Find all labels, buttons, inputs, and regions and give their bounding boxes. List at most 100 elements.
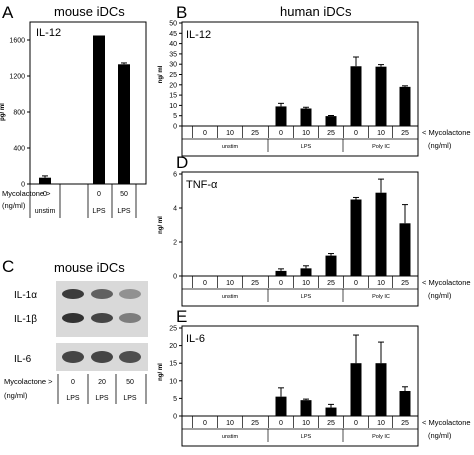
blot-row-label: IL-6 <box>14 354 32 365</box>
bar <box>325 255 337 276</box>
mycolactone-label: < Mycolactone <box>422 128 471 137</box>
y-tick-label: 15 <box>169 361 177 368</box>
blot-band <box>62 289 84 299</box>
group-label: LPS <box>117 208 131 215</box>
panel-b-chart: IL-12 0 5 10 15 20 25 30 35 40 45 50 ng/ ml 0 10 25 0 10… <box>158 21 471 157</box>
dose-label: 0 <box>71 379 75 386</box>
dose-label: 10 <box>226 280 234 287</box>
y-axis-label: ng/ ml <box>158 216 164 234</box>
group-label: unstim <box>222 434 239 440</box>
dose-label: 25 <box>251 420 259 427</box>
blot-band <box>119 313 141 323</box>
bar <box>249 415 261 417</box>
y-tick-label: 5 <box>173 113 177 120</box>
y-tick-label: 20 <box>169 82 177 89</box>
bar <box>224 275 236 277</box>
dose-label: 10 <box>302 420 310 427</box>
dose-label: 0 <box>354 130 358 137</box>
unit-label: (ng/ml) <box>428 141 452 150</box>
bar <box>375 192 387 276</box>
group-label: LPS <box>95 395 109 402</box>
y-tick-label: 400 <box>13 146 25 153</box>
dose-label: 25 <box>327 280 335 287</box>
dose-label: 0 <box>279 130 283 137</box>
group-label: unstim <box>35 208 56 215</box>
group-label: Poly IC <box>372 294 390 300</box>
y-tick-label: 50 <box>169 21 177 28</box>
y-tick-label: 25 <box>169 326 177 333</box>
y-tick-label: 20 <box>169 343 177 350</box>
y-tick-label: 25 <box>169 72 177 79</box>
dose-label: 25 <box>401 420 409 427</box>
bar <box>399 391 411 416</box>
blot-band <box>119 351 141 363</box>
y-tick-label: 2 <box>173 240 177 247</box>
bar <box>275 270 287 276</box>
y-tick-label: 800 <box>13 110 25 117</box>
dose-label: 0 <box>354 420 358 427</box>
panel-letter-d: D <box>176 153 188 172</box>
dose-label: 0 <box>203 130 207 137</box>
blot-band <box>91 289 113 299</box>
panel-c-blot: IL-1α IL-1β IL-6 Mycolactone > (ng/ml) 0… <box>4 281 148 404</box>
dose-label: 25 <box>327 420 335 427</box>
panel-c-heading: mouse iDCs <box>54 260 125 275</box>
panel-e-chart: IL-6 0 5 10 15 20 25 ng/ ml 0 10 25 0 10 25 0 10 25 unst… <box>158 325 471 447</box>
panel-letter-e: E <box>176 307 187 326</box>
y-tick-label: 1600 <box>9 38 25 45</box>
bar <box>275 106 287 126</box>
group-label: LPS <box>123 395 137 402</box>
y-tick-label: 10 <box>169 103 177 110</box>
group-label: unstim <box>222 144 239 150</box>
bar <box>199 275 211 277</box>
blot-unit-label: (ng/ml) <box>4 391 28 400</box>
bar <box>300 400 312 416</box>
panel-b-title: IL-12 <box>186 29 211 41</box>
unit-label: (ng/ml) <box>428 431 452 440</box>
dose-label: 20 <box>98 379 106 386</box>
mycolactone-label: Mycolactone > <box>2 189 51 198</box>
bar <box>249 275 261 277</box>
blot-band <box>119 289 141 299</box>
dose-label: 25 <box>401 130 409 137</box>
dose-label: 0 <box>97 191 101 198</box>
dose-label: 25 <box>327 130 335 137</box>
dose-label: 25 <box>401 280 409 287</box>
y-tick-label: 1200 <box>9 74 25 81</box>
bar <box>300 268 312 276</box>
bar <box>399 86 411 126</box>
dose-label: 10 <box>226 420 234 427</box>
y-tick-label: 5 <box>173 396 177 403</box>
dose-label: 10 <box>302 280 310 287</box>
panel-d-title: TNF-α <box>186 179 218 191</box>
y-tick-label: 0 <box>173 274 177 281</box>
y-axis-label: pg/ ml <box>0 103 6 121</box>
dose-label: 25 <box>251 280 259 287</box>
group-label: LPS <box>92 208 106 215</box>
panel-d-chart: TNF-α 0 2 4 6 ng/ ml 0 10 25 0 10 25 0 10 25 unstim LPS… <box>158 171 471 307</box>
bar <box>325 116 337 126</box>
group-label: Poly IC <box>372 434 390 440</box>
dose-label: 10 <box>377 420 385 427</box>
bar <box>375 66 387 126</box>
group-label: LPS <box>66 395 80 402</box>
dose-label: 0 <box>279 420 283 427</box>
bar <box>325 407 337 416</box>
blot-mycolactone-label: Mycolactone > <box>4 377 53 386</box>
bar <box>39 177 51 184</box>
group-label: Poly IC <box>372 144 390 150</box>
bar <box>350 363 362 416</box>
bar <box>300 108 312 126</box>
blot-band <box>91 313 113 323</box>
bar <box>375 363 387 416</box>
bar <box>199 125 211 127</box>
bar <box>93 35 105 184</box>
dose-label: 0 <box>203 420 207 427</box>
dose-label: 25 <box>251 130 259 137</box>
blot-band <box>91 351 113 363</box>
y-axis-label: ng/ ml <box>158 363 164 381</box>
panel-letter-a: A <box>2 3 14 22</box>
group-label: LPS <box>301 294 312 300</box>
panel-e-title: IL-6 <box>186 333 205 345</box>
